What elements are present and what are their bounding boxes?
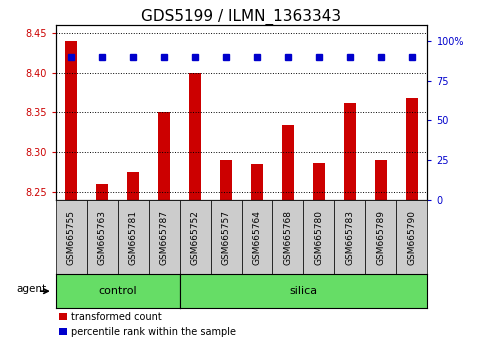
Text: GSM665757: GSM665757 [222, 210, 230, 265]
Text: GSM665763: GSM665763 [98, 210, 107, 265]
FancyBboxPatch shape [303, 200, 334, 274]
Bar [158, 113, 170, 200]
Text: GSM665755: GSM665755 [67, 210, 75, 265]
Text: GSM665764: GSM665764 [253, 210, 261, 265]
FancyBboxPatch shape [86, 200, 117, 274]
Bar [189, 73, 201, 200]
FancyBboxPatch shape [180, 200, 211, 274]
FancyBboxPatch shape [397, 200, 427, 274]
FancyBboxPatch shape [56, 200, 86, 274]
Text: agent: agent [16, 285, 47, 295]
FancyBboxPatch shape [149, 200, 180, 274]
Bar [375, 160, 387, 200]
Title: GDS5199 / ILMN_1363343: GDS5199 / ILMN_1363343 [142, 8, 341, 25]
Bar [251, 164, 263, 200]
Bar [313, 162, 325, 200]
FancyBboxPatch shape [242, 200, 272, 274]
Bar [282, 125, 294, 200]
FancyBboxPatch shape [211, 200, 242, 274]
Bar [65, 41, 77, 200]
FancyBboxPatch shape [117, 200, 149, 274]
Legend: transformed count, percentile rank within the sample: transformed count, percentile rank withi… [56, 308, 240, 341]
Bar [96, 184, 108, 200]
Text: GSM665781: GSM665781 [128, 210, 138, 265]
Text: silica: silica [289, 286, 317, 296]
Bar [220, 160, 232, 200]
Bar [344, 103, 356, 200]
Bar [406, 98, 418, 200]
FancyBboxPatch shape [366, 200, 397, 274]
Text: control: control [98, 286, 137, 296]
FancyBboxPatch shape [334, 200, 366, 274]
Text: GSM665790: GSM665790 [408, 210, 416, 265]
Text: GSM665783: GSM665783 [345, 210, 355, 265]
Text: GSM665768: GSM665768 [284, 210, 293, 265]
Text: GSM665787: GSM665787 [159, 210, 169, 265]
Text: GSM665789: GSM665789 [376, 210, 385, 265]
Text: GSM665752: GSM665752 [190, 210, 199, 265]
Bar [127, 172, 139, 200]
FancyBboxPatch shape [272, 200, 303, 274]
Text: GSM665780: GSM665780 [314, 210, 324, 265]
